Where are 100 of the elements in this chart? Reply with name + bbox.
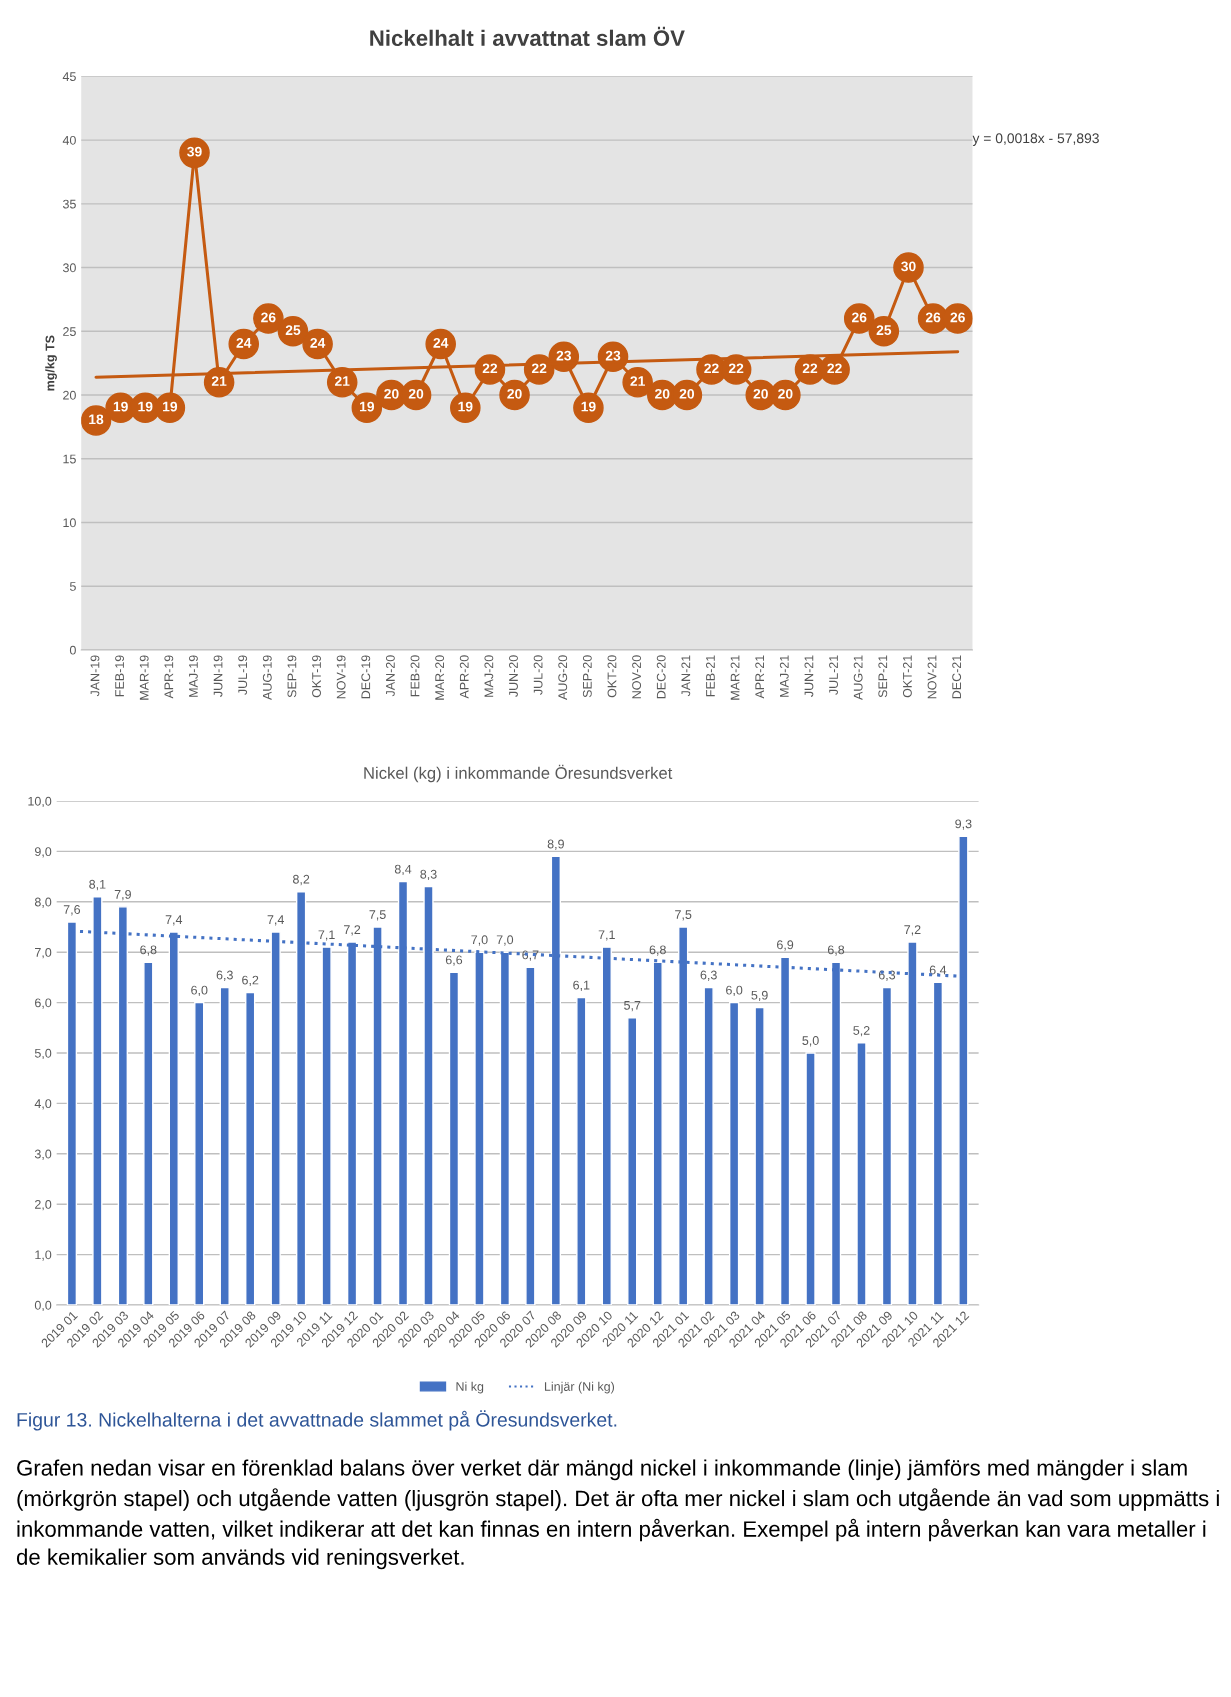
- x-tick-label: JUL-21: [829, 655, 838, 695]
- data-label: 7,0: [471, 935, 488, 946]
- x-tick-label: AUG-21: [853, 655, 863, 700]
- data-label: 8,1: [89, 879, 106, 891]
- data-label: 6,8: [649, 945, 666, 956]
- x-tick-label: OKT-19: [312, 655, 321, 698]
- y-tick-label: 8,0: [34, 897, 52, 908]
- data-label: 6,8: [140, 945, 157, 956]
- bar: [805, 1052, 816, 1305]
- data-label: 25: [876, 325, 892, 336]
- x-tick-label: DEC-21: [952, 655, 962, 699]
- data-label: 7,1: [318, 930, 335, 941]
- x-tick-label: AUG-20: [558, 655, 568, 700]
- x-tick-label: DEC-20: [656, 655, 666, 699]
- bar: [219, 986, 230, 1305]
- x-tick-label: DEC-19: [361, 655, 371, 699]
- data-label: 6,3: [216, 970, 233, 981]
- x-tick-label: MAR-20: [435, 655, 445, 700]
- data-label: 19: [359, 401, 375, 412]
- x-tick-label: JUL-19: [238, 655, 248, 695]
- data-label: 21: [211, 376, 227, 386]
- bar: [932, 981, 944, 1305]
- y-tick-label: 7,0: [35, 947, 52, 959]
- legend-label: Linjär (Ni kg): [544, 1381, 615, 1394]
- y-tick-label: 30: [62, 263, 76, 273]
- x-tick-label: MAR-19: [139, 655, 149, 700]
- data-label: 22: [827, 363, 842, 374]
- x-tick-label: FEB-21: [706, 655, 715, 697]
- data-label: 8,3: [420, 869, 437, 881]
- x-tick-label: APR-21: [755, 655, 764, 699]
- y-tick-label: 3,0: [34, 1149, 52, 1160]
- data-label: 6,9: [777, 940, 794, 951]
- data-label: 21: [630, 376, 645, 386]
- bar: [754, 1006, 765, 1305]
- bar: [856, 1042, 867, 1305]
- y-axis-title: mg/kg TS: [45, 335, 57, 391]
- data-label: 20: [507, 388, 522, 399]
- data-label: 9,3: [955, 819, 972, 830]
- data-label: 30: [901, 261, 916, 272]
- data-label: 39: [187, 146, 202, 157]
- x-tick-label: FEB-19: [115, 655, 124, 697]
- y-tick-label: 15: [63, 454, 76, 464]
- y-tick-label: 6,0: [35, 998, 52, 1009]
- data-label: 19: [581, 401, 596, 412]
- data-label: 7,2: [344, 925, 361, 936]
- data-label: 7,2: [904, 925, 921, 936]
- x-tick-label: MAJ-19: [189, 655, 198, 697]
- data-label: 26: [925, 312, 941, 323]
- x-tick-label: JUL-20: [533, 655, 543, 695]
- data-label: 7,0: [496, 935, 514, 946]
- text: y = 0,0018x - 57,893: [972, 133, 1099, 146]
- data-label: 7,4: [165, 915, 183, 926]
- x-tick-label: AUG-19: [262, 655, 272, 700]
- data-label: 20: [679, 388, 695, 399]
- x-tick-label: NOV-19: [336, 655, 346, 699]
- x-tick-label: SEP-19: [287, 655, 297, 698]
- x-tick-label: APR-20: [459, 655, 469, 699]
- y-tick-label: 45: [62, 72, 76, 82]
- data-label: 8,4: [394, 864, 412, 876]
- data-label: 22: [704, 363, 719, 374]
- data-label: 5,9: [751, 990, 768, 1002]
- y-tick-label: 0: [69, 645, 76, 655]
- y-tick-label: 20: [63, 390, 76, 400]
- data-label: 7,5: [369, 910, 386, 921]
- data-label: 6,1: [573, 980, 590, 991]
- data-label: 23: [556, 350, 572, 361]
- data-label: 5,0: [802, 1036, 819, 1047]
- data-label: 7,5: [675, 910, 692, 921]
- data-label: 24: [433, 337, 449, 348]
- x-tick-label: OKT-20: [607, 655, 617, 698]
- data-label: 19: [138, 401, 153, 412]
- x-tick-label: SEP-21: [878, 655, 888, 698]
- bar: [627, 1017, 638, 1305]
- x-tick-label: APR-19: [164, 655, 174, 699]
- x-tick-label: JAN-21: [681, 655, 691, 697]
- data-label: 22: [728, 363, 744, 374]
- data-label: 6,2: [242, 975, 259, 986]
- data-label: 6,0: [191, 985, 208, 997]
- x-tick-label: SEP-20: [582, 655, 592, 698]
- y-tick-label: 9,0: [34, 847, 52, 858]
- y-tick-label: 35: [62, 199, 76, 209]
- data-label: 20: [408, 388, 424, 399]
- x-tick-label: MAJ-20: [484, 655, 494, 697]
- data-label: 7,1: [598, 930, 615, 941]
- y-tick-label: 2,0: [35, 1199, 52, 1211]
- legend-label: Ni kg: [456, 1381, 484, 1394]
- data-label: 19: [113, 401, 128, 412]
- chart-title: Nickelhalt i avvattnat slam ÖV: [370, 26, 685, 47]
- y-tick-label: 25: [63, 327, 76, 336]
- y-tick-label: 10,0: [28, 796, 52, 808]
- data-label: 18: [89, 414, 104, 425]
- bar: [576, 996, 587, 1305]
- data-label: 19: [163, 401, 178, 412]
- data-label: 26: [950, 312, 965, 323]
- data-label: 20: [384, 388, 399, 399]
- data-label: 7,6: [63, 905, 81, 916]
- bar: [143, 961, 154, 1305]
- data-label: 24: [310, 337, 326, 348]
- y-tick-label: 1,0: [35, 1250, 52, 1261]
- x-tick-label: JAN-19: [90, 655, 100, 697]
